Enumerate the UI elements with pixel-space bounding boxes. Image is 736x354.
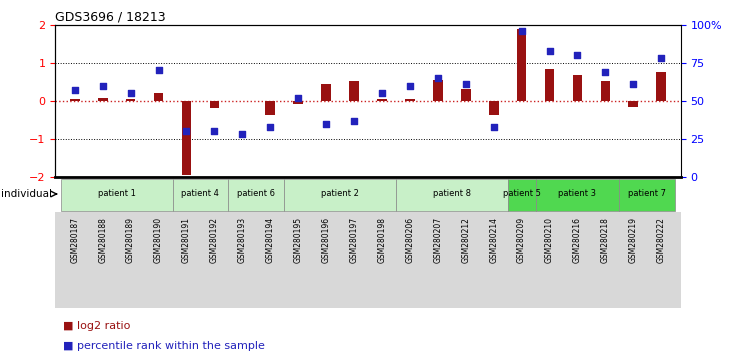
Bar bbox=[620, 179, 675, 211]
Text: patient 5: patient 5 bbox=[503, 189, 540, 199]
Bar bbox=[182, 101, 191, 175]
Point bbox=[432, 75, 444, 81]
Bar bbox=[61, 179, 172, 211]
Text: GSM280190: GSM280190 bbox=[154, 217, 163, 263]
Bar bbox=[508, 179, 536, 211]
Bar bbox=[517, 29, 526, 101]
Point bbox=[236, 132, 248, 137]
Point bbox=[69, 87, 81, 93]
Bar bbox=[210, 101, 219, 108]
Bar bbox=[172, 179, 228, 211]
Bar bbox=[349, 81, 359, 101]
Text: GSM280212: GSM280212 bbox=[461, 217, 470, 263]
Bar bbox=[396, 179, 508, 211]
Text: patient 4: patient 4 bbox=[182, 189, 219, 199]
Text: patient 1: patient 1 bbox=[98, 189, 135, 199]
Point bbox=[376, 90, 388, 96]
Bar bbox=[433, 80, 443, 101]
Bar bbox=[601, 81, 610, 101]
Text: GSM280216: GSM280216 bbox=[573, 217, 582, 263]
Bar bbox=[489, 101, 498, 115]
Point bbox=[348, 118, 360, 124]
Point bbox=[516, 28, 528, 34]
Point bbox=[600, 69, 612, 75]
Point bbox=[97, 83, 109, 88]
Text: GSM280189: GSM280189 bbox=[126, 217, 135, 263]
Text: GSM280198: GSM280198 bbox=[378, 217, 386, 263]
Text: GSM280188: GSM280188 bbox=[98, 217, 107, 263]
Text: GSM280214: GSM280214 bbox=[489, 217, 498, 263]
Point bbox=[572, 52, 584, 58]
Text: GSM280206: GSM280206 bbox=[406, 217, 414, 263]
Point bbox=[544, 48, 556, 53]
Text: GSM280192: GSM280192 bbox=[210, 217, 219, 263]
Text: GSM280191: GSM280191 bbox=[182, 217, 191, 263]
Point bbox=[292, 95, 304, 101]
Text: GDS3696 / 18213: GDS3696 / 18213 bbox=[55, 11, 166, 24]
Text: GSM280210: GSM280210 bbox=[545, 217, 554, 263]
Point bbox=[404, 83, 416, 88]
Bar bbox=[266, 101, 275, 115]
Text: patient 3: patient 3 bbox=[559, 189, 596, 199]
Bar bbox=[461, 89, 470, 101]
Text: ■ percentile rank within the sample: ■ percentile rank within the sample bbox=[63, 341, 264, 351]
Text: patient 6: patient 6 bbox=[237, 189, 275, 199]
Point bbox=[320, 121, 332, 127]
Point bbox=[488, 124, 500, 130]
Text: GSM280209: GSM280209 bbox=[517, 217, 526, 263]
Bar bbox=[70, 99, 79, 101]
Point bbox=[655, 56, 667, 61]
Bar bbox=[98, 98, 107, 101]
Text: GSM280197: GSM280197 bbox=[350, 217, 358, 263]
Bar bbox=[228, 179, 284, 211]
Text: GSM280219: GSM280219 bbox=[629, 217, 638, 263]
Text: ■ log2 ratio: ■ log2 ratio bbox=[63, 321, 130, 331]
Text: patient 7: patient 7 bbox=[629, 189, 666, 199]
Bar bbox=[293, 101, 303, 104]
Text: GSM280196: GSM280196 bbox=[322, 217, 330, 263]
Text: patient 2: patient 2 bbox=[321, 189, 359, 199]
Bar bbox=[321, 84, 331, 101]
Bar bbox=[377, 99, 387, 101]
Bar bbox=[657, 72, 666, 101]
Bar bbox=[536, 179, 620, 211]
Point bbox=[124, 90, 136, 96]
Point bbox=[152, 68, 164, 73]
Point bbox=[208, 129, 220, 134]
Point bbox=[627, 81, 639, 87]
Text: GSM280193: GSM280193 bbox=[238, 217, 247, 263]
Bar bbox=[573, 75, 582, 101]
Point bbox=[460, 81, 472, 87]
Text: GSM280218: GSM280218 bbox=[601, 217, 610, 263]
Text: GSM280187: GSM280187 bbox=[70, 217, 79, 263]
Text: patient 8: patient 8 bbox=[433, 189, 471, 199]
Bar bbox=[154, 92, 163, 101]
Text: GSM280195: GSM280195 bbox=[294, 217, 302, 263]
Bar bbox=[629, 101, 638, 107]
Bar bbox=[545, 69, 554, 101]
Bar bbox=[126, 99, 135, 101]
Point bbox=[264, 124, 276, 130]
Bar bbox=[284, 179, 396, 211]
Text: individual: individual bbox=[1, 189, 52, 199]
Text: GSM280222: GSM280222 bbox=[657, 217, 666, 263]
Point bbox=[180, 129, 192, 134]
Text: GSM280194: GSM280194 bbox=[266, 217, 275, 263]
Bar bbox=[405, 99, 415, 101]
Text: GSM280207: GSM280207 bbox=[434, 217, 442, 263]
